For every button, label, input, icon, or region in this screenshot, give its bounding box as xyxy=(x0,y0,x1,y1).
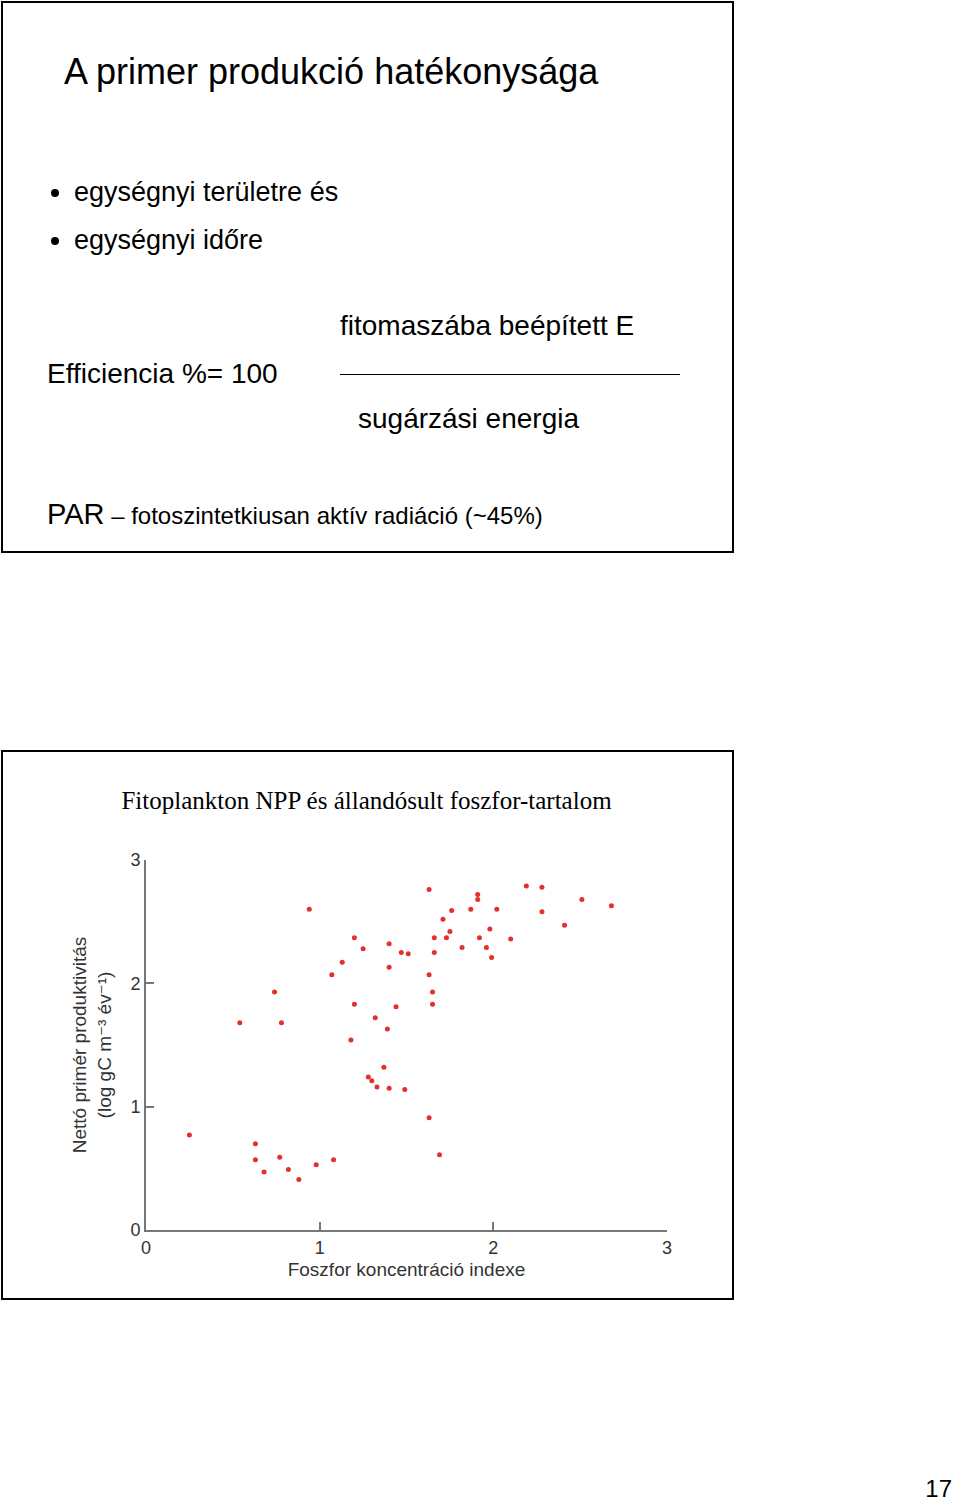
svg-text:3: 3 xyxy=(130,850,140,870)
html-text:Efficiencia %= 100: Efficiencia %= 100 xyxy=(47,358,278,389)
svg-text:1: 1 xyxy=(315,1238,325,1258)
svg-text:0: 0 xyxy=(130,1220,140,1240)
html-text:Fitoplankton NPP és állandósul: Fitoplankton NPP és állandósult foszfor-… xyxy=(121,787,612,814)
html-text:fitomaszába beépített E: fitomaszába beépített E xyxy=(340,310,635,341)
svg-text:Foszfor koncentráció indexe: Foszfor koncentráció indexe xyxy=(288,1259,526,1280)
html-text:17: 17 xyxy=(925,1475,952,1501)
svg-text:0: 0 xyxy=(141,1238,151,1258)
svg-text:Nettó primér produktivitás(log: Nettó primér produktivitás(log gC m⁻³ év… xyxy=(69,937,115,1153)
html-text:A primer produkció hatékonyság: A primer produkció hatékonysága xyxy=(64,51,599,92)
html-text:PAR – fotoszintetkiusan aktív: PAR – fotoszintetkiusan aktív radiáció (… xyxy=(47,498,543,530)
svg-text:2: 2 xyxy=(130,974,140,994)
html-text:egységnyi területre és: egységnyi területre és xyxy=(74,177,339,207)
html-text:sugárzási energia: sugárzási energia xyxy=(358,403,579,434)
svg-text:2: 2 xyxy=(488,1238,498,1258)
svg-text:3: 3 xyxy=(662,1238,672,1258)
svg-text:1: 1 xyxy=(130,1097,140,1117)
html-text:egységnyi időre: egységnyi időre xyxy=(74,225,264,255)
